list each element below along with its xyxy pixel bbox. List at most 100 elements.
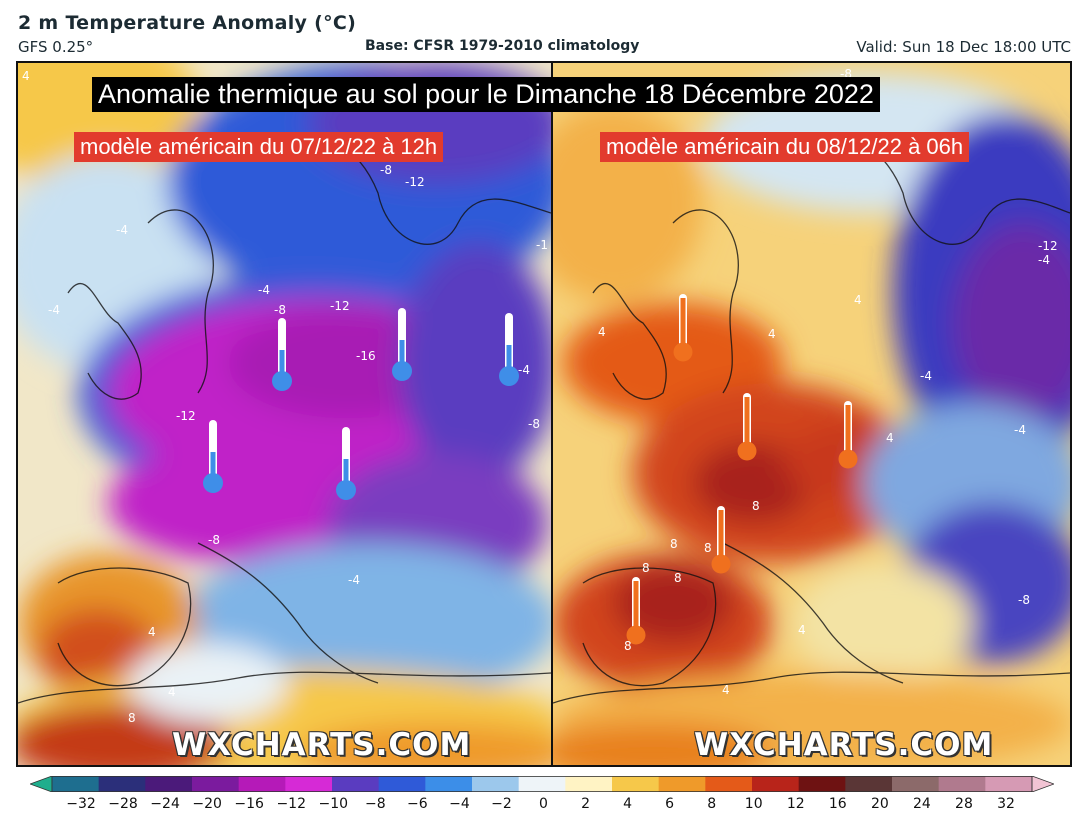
contour-label: -4 <box>258 283 270 297</box>
left-map-panel <box>18 63 551 765</box>
thermometer-warm-icon <box>673 294 693 362</box>
watermark-right: WXCHARTS.COM <box>694 727 994 763</box>
contour-label: -4 <box>48 303 60 317</box>
colorbar-tick-label: −8 <box>364 796 386 812</box>
colorbar-tick-label: −28 <box>108 796 138 812</box>
thermometer-cold-icon <box>392 308 412 381</box>
contour-label: 8 <box>752 499 760 513</box>
colorbar-tick-label: −10 <box>318 796 349 812</box>
right-anomaly-field <box>553 63 1070 765</box>
colorbar-segment <box>845 776 893 792</box>
contour-label: -4 <box>518 363 530 377</box>
valid-time: Valid: Sun 18 Dec 18:00 UTC <box>856 38 1071 56</box>
contour-label: -16 <box>356 349 376 363</box>
contour-label: -8 <box>274 303 286 317</box>
contour-label: -12 <box>330 299 350 313</box>
colorbar-segment <box>612 776 660 792</box>
colorbar-tick-label: 10 <box>744 796 763 812</box>
contour-label: 4 <box>886 431 894 445</box>
contour-label: 8 <box>624 639 632 653</box>
contour-label: 4 <box>768 327 776 341</box>
contour-label: -8 <box>1018 593 1030 607</box>
right-map-panel <box>553 63 1070 765</box>
contour-label: -8 <box>380 163 392 177</box>
contour-label: 8 <box>674 571 682 585</box>
colorbar-tick-label: −16 <box>234 796 264 812</box>
contour-label: -12 <box>405 175 425 189</box>
thermometer-cold-icon <box>336 427 356 500</box>
colorbar-tick-label: −12 <box>276 796 306 812</box>
thermometer-cold-icon <box>203 420 223 493</box>
contour-label: 4 <box>598 325 606 339</box>
colorbar-segment <box>192 776 240 792</box>
contour-label: -4 <box>1038 253 1050 267</box>
panel-divider <box>551 63 553 765</box>
contour-label: -4 <box>1014 423 1026 437</box>
colorbar <box>30 776 1054 792</box>
thermometer-warm-icon <box>626 577 646 645</box>
thermometer-warm-icon <box>737 393 757 461</box>
colorbar-segment <box>892 776 940 792</box>
contour-label: 8 <box>642 561 650 575</box>
colorbar-segment <box>985 776 1033 792</box>
colorbar-tick-label: −6 <box>407 796 428 812</box>
contour-label: 4 <box>854 293 862 307</box>
contour-label: 4 <box>22 69 30 83</box>
contour-label: 4 <box>148 625 156 639</box>
colorbar-tick-label: −2 <box>491 796 512 812</box>
contour-label: -12 <box>1038 239 1058 253</box>
map-container: 4 -8 -12 -4 -4 -1 -12 -16 -8 -12 -8 -8 -… <box>16 61 1072 767</box>
contour-label: -8 <box>840 67 852 81</box>
colorbar-tick-label: 32 <box>997 796 1015 812</box>
model-name: GFS 0.25° <box>18 38 94 56</box>
colorbar-segment <box>425 776 473 792</box>
colorbar-tick-label: 4 <box>623 796 633 812</box>
colorbar-tick-label: 0 <box>539 796 548 812</box>
colorbar-segment <box>938 776 986 792</box>
colorbar-segment <box>52 776 100 792</box>
contour-label: 8 <box>128 711 136 725</box>
left-anomaly-field <box>18 63 551 765</box>
contour-label: 4 <box>722 683 730 697</box>
chart-title: 2 m Temperature Anomaly (°C) <box>18 12 357 34</box>
thermometer-cold-icon <box>272 318 292 391</box>
colorbar-segment <box>378 776 426 792</box>
left-run-label: modèle américain du 07/12/22 à 12h <box>74 132 444 162</box>
contour-label: -8 <box>208 533 220 547</box>
colorbar-tick-label: 20 <box>870 796 889 812</box>
watermark-left: WXCHARTS.COM <box>172 727 472 763</box>
colorbar-tick-label: 8 <box>707 796 717 812</box>
colorbar-tick-label: 6 <box>665 796 675 812</box>
contour-label: -4 <box>348 573 360 587</box>
colorbar-segment <box>238 776 286 792</box>
colorbar-tick-label: 2 <box>581 796 590 812</box>
colorbar-segment <box>705 776 753 792</box>
climatology-base: Base: CFSR 1979-2010 climatology <box>365 38 640 54</box>
colorbar-segment <box>285 776 333 792</box>
thermometer-warm-icon <box>711 506 731 574</box>
colorbar-tick-label: 16 <box>828 796 847 812</box>
contour-label: -12 <box>176 409 196 423</box>
right-run-label: modèle américain du 08/12/22 à 06h <box>600 132 970 162</box>
contour-label: 8 <box>670 537 678 551</box>
colorbar-tick-label: −24 <box>150 796 180 812</box>
contour-label: 8 <box>704 541 712 555</box>
colorbar-tick-label: −4 <box>449 796 470 812</box>
overlay-banner: Anomalie thermique au sol pour le Dimanc… <box>92 77 880 112</box>
colorbar-segment <box>332 776 380 792</box>
colorbar-segment <box>98 776 146 792</box>
colorbar-tick-label: 12 <box>786 796 805 812</box>
contour-label: 4 <box>168 685 176 699</box>
colorbar-ticks: −32 −28 −24 −20 −16 −12 −10 −8 −6 −4 −2 0 2 4 6 8 10 12 16… <box>0 796 1088 820</box>
colorbar-segment <box>518 776 566 792</box>
contour-label: -4 <box>920 369 932 383</box>
contour-label: 4 <box>798 623 806 637</box>
colorbar-tick-label: −32 <box>66 796 96 812</box>
colorbar-tick-label: 28 <box>955 796 973 812</box>
colorbar-segment <box>145 776 193 792</box>
contour-label: -8 <box>528 417 540 431</box>
colorbar-min-arrow <box>30 776 53 792</box>
colorbar-segment <box>565 776 613 792</box>
colorbar-tick-label: −20 <box>192 796 222 812</box>
thermometer-warm-icon <box>838 401 858 469</box>
